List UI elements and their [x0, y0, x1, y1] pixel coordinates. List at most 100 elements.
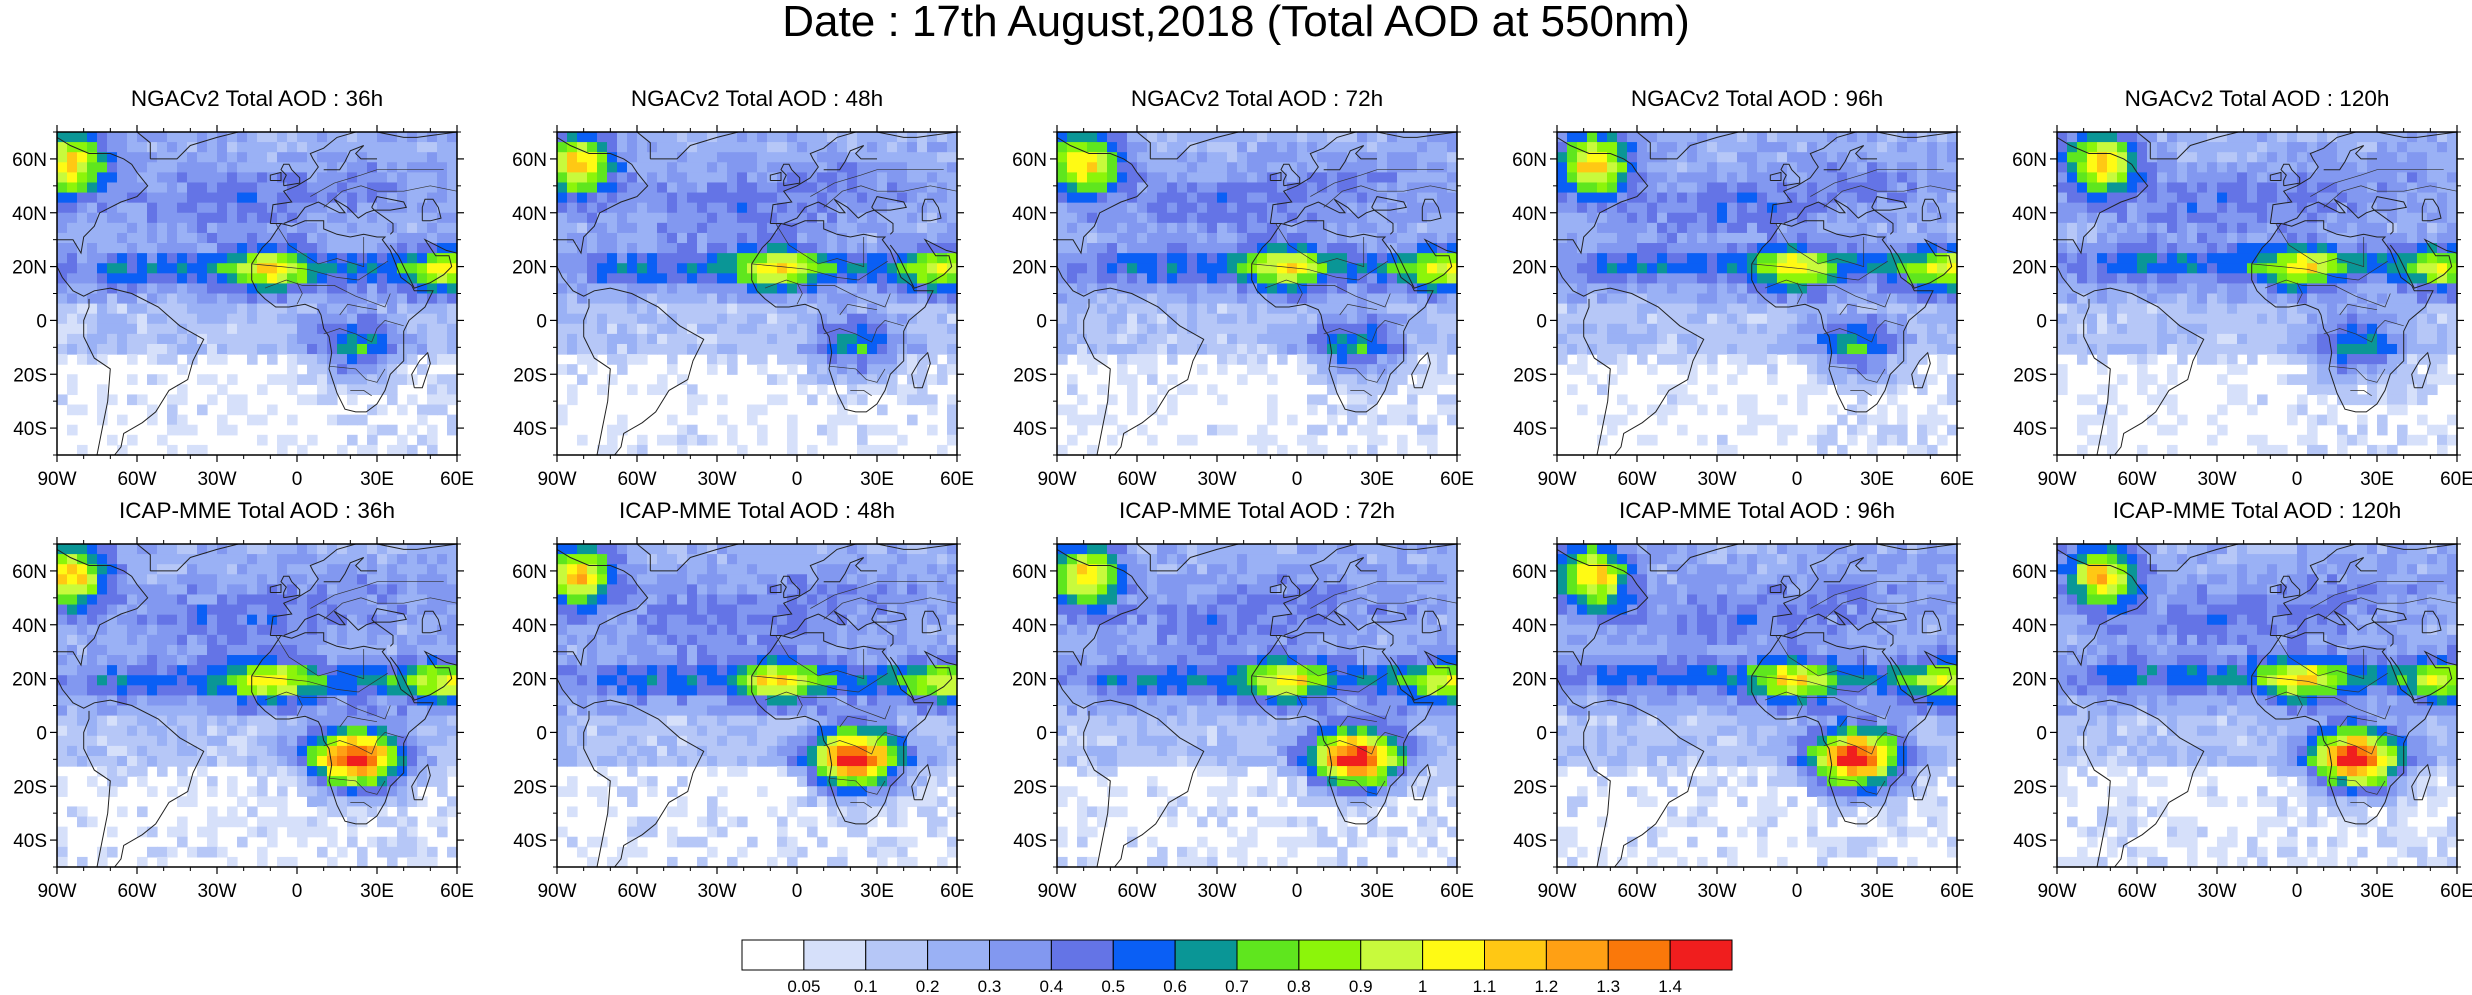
- aod-cell: [1307, 162, 1318, 173]
- aod-cell: [1947, 273, 1958, 284]
- aod-cell: [847, 333, 858, 345]
- aod-cell: [1187, 172, 1198, 184]
- aod-cell: [1417, 172, 1428, 184]
- aod-cell: [1817, 232, 1828, 244]
- aod-cell: [597, 293, 608, 305]
- aod-cell: [437, 374, 448, 385]
- aod-cell: [427, 313, 438, 325]
- aod-cell: [2157, 424, 2168, 436]
- aod-cell: [1137, 192, 1148, 204]
- aod-cell: [1357, 263, 1368, 274]
- aod-cell: [297, 313, 308, 325]
- aod-cell: [577, 182, 588, 194]
- aod-cell: [2137, 364, 2148, 375]
- aod-cell: [887, 313, 898, 325]
- aod-cell: [307, 374, 318, 385]
- aod-cell: [1747, 253, 1758, 264]
- aod-cell: [1847, 243, 1858, 254]
- aod-cell: [1677, 162, 1688, 173]
- aod-cell: [1157, 414, 1168, 426]
- aod-cell: [1947, 283, 1958, 295]
- aod-cell: [1107, 414, 1118, 426]
- aod-cell: [2137, 303, 2148, 315]
- aod-cell: [127, 152, 138, 163]
- aod-cell: [837, 172, 848, 184]
- aod-cell: [2077, 222, 2088, 234]
- aod-cell: [177, 343, 188, 355]
- aod-cell: [1617, 142, 1628, 153]
- aod-cell: [1157, 283, 1168, 295]
- border: [1275, 223, 1365, 268]
- aod-cell: [897, 434, 908, 446]
- aod-cell: [327, 333, 338, 345]
- lat-tick-label: 40N: [1012, 204, 1047, 225]
- aod-cell: [1657, 384, 1668, 396]
- aod-cell: [1837, 232, 1848, 244]
- aod-cell: [1437, 172, 1448, 184]
- aod-cell: [587, 263, 598, 274]
- aod-cell: [887, 333, 898, 345]
- aod-cell: [897, 323, 908, 335]
- aod-cell: [947, 132, 958, 143]
- aod-cell: [1257, 222, 1268, 234]
- aod-cell: [737, 263, 748, 274]
- aod-cell: [197, 172, 208, 184]
- aod-cell: [1647, 202, 1658, 214]
- aod-cell: [847, 273, 858, 284]
- aod-cell: [347, 182, 358, 194]
- aod-cell: [1337, 343, 1348, 355]
- aod-cell: [1897, 364, 1908, 375]
- aod-cell: [847, 283, 858, 295]
- aod-cell: [927, 192, 938, 204]
- aod-cell: [177, 283, 188, 295]
- aod-cell: [1437, 404, 1448, 416]
- aod-cell: [2097, 283, 2108, 295]
- aod-cell: [2127, 303, 2138, 315]
- aod-cell: [177, 293, 188, 305]
- aod-cell: [2117, 132, 2128, 143]
- aod-cell: [1557, 162, 1568, 173]
- aod-cell: [1607, 132, 1618, 143]
- aod-cell: [1447, 243, 1458, 254]
- aod-cell: [1717, 202, 1728, 214]
- border: [251, 260, 388, 281]
- aod-cell: [757, 162, 768, 173]
- aod-cell: [107, 222, 118, 234]
- aod-cell: [67, 323, 78, 335]
- aod-cell: [427, 152, 438, 163]
- aod-cell: [1337, 404, 1348, 416]
- aod-cell: [777, 182, 788, 194]
- aod-cell: [1227, 303, 1238, 315]
- aod-cell: [87, 303, 98, 315]
- aod-cell: [1107, 323, 1118, 335]
- aod-cell: [847, 232, 858, 244]
- aod-cell: [1327, 222, 1338, 234]
- aod-cell: [1877, 212, 1888, 224]
- aod-cell: [237, 293, 248, 305]
- aod-cell: [137, 212, 148, 224]
- aod-cell: [97, 343, 108, 355]
- aod-cell: [2197, 303, 2208, 315]
- aod-cell: [1447, 293, 1458, 305]
- aod-cell: [2167, 273, 2178, 284]
- aod-cell: [1307, 444, 1318, 456]
- aod-cell: [807, 273, 818, 284]
- aod-cell: [857, 384, 868, 396]
- coastline: [269, 132, 457, 224]
- aod-cell: [1307, 374, 1318, 385]
- aod-cell: [447, 162, 458, 173]
- aod-cell: [1817, 152, 1828, 163]
- aod-cell: [687, 434, 698, 446]
- aod-cell: [1207, 343, 1218, 355]
- aod-cell: [1257, 162, 1268, 173]
- aod-cell: [1267, 243, 1278, 254]
- aod-cell: [1397, 333, 1408, 345]
- aod-cell: [377, 222, 388, 234]
- aod-field: [57, 132, 458, 456]
- aod-cell: [677, 434, 688, 446]
- aod-cell: [1567, 232, 1578, 244]
- aod-cell: [1417, 192, 1428, 204]
- aod-cell: [767, 232, 778, 244]
- aod-cell: [1357, 283, 1368, 295]
- aod-cell: [697, 273, 708, 284]
